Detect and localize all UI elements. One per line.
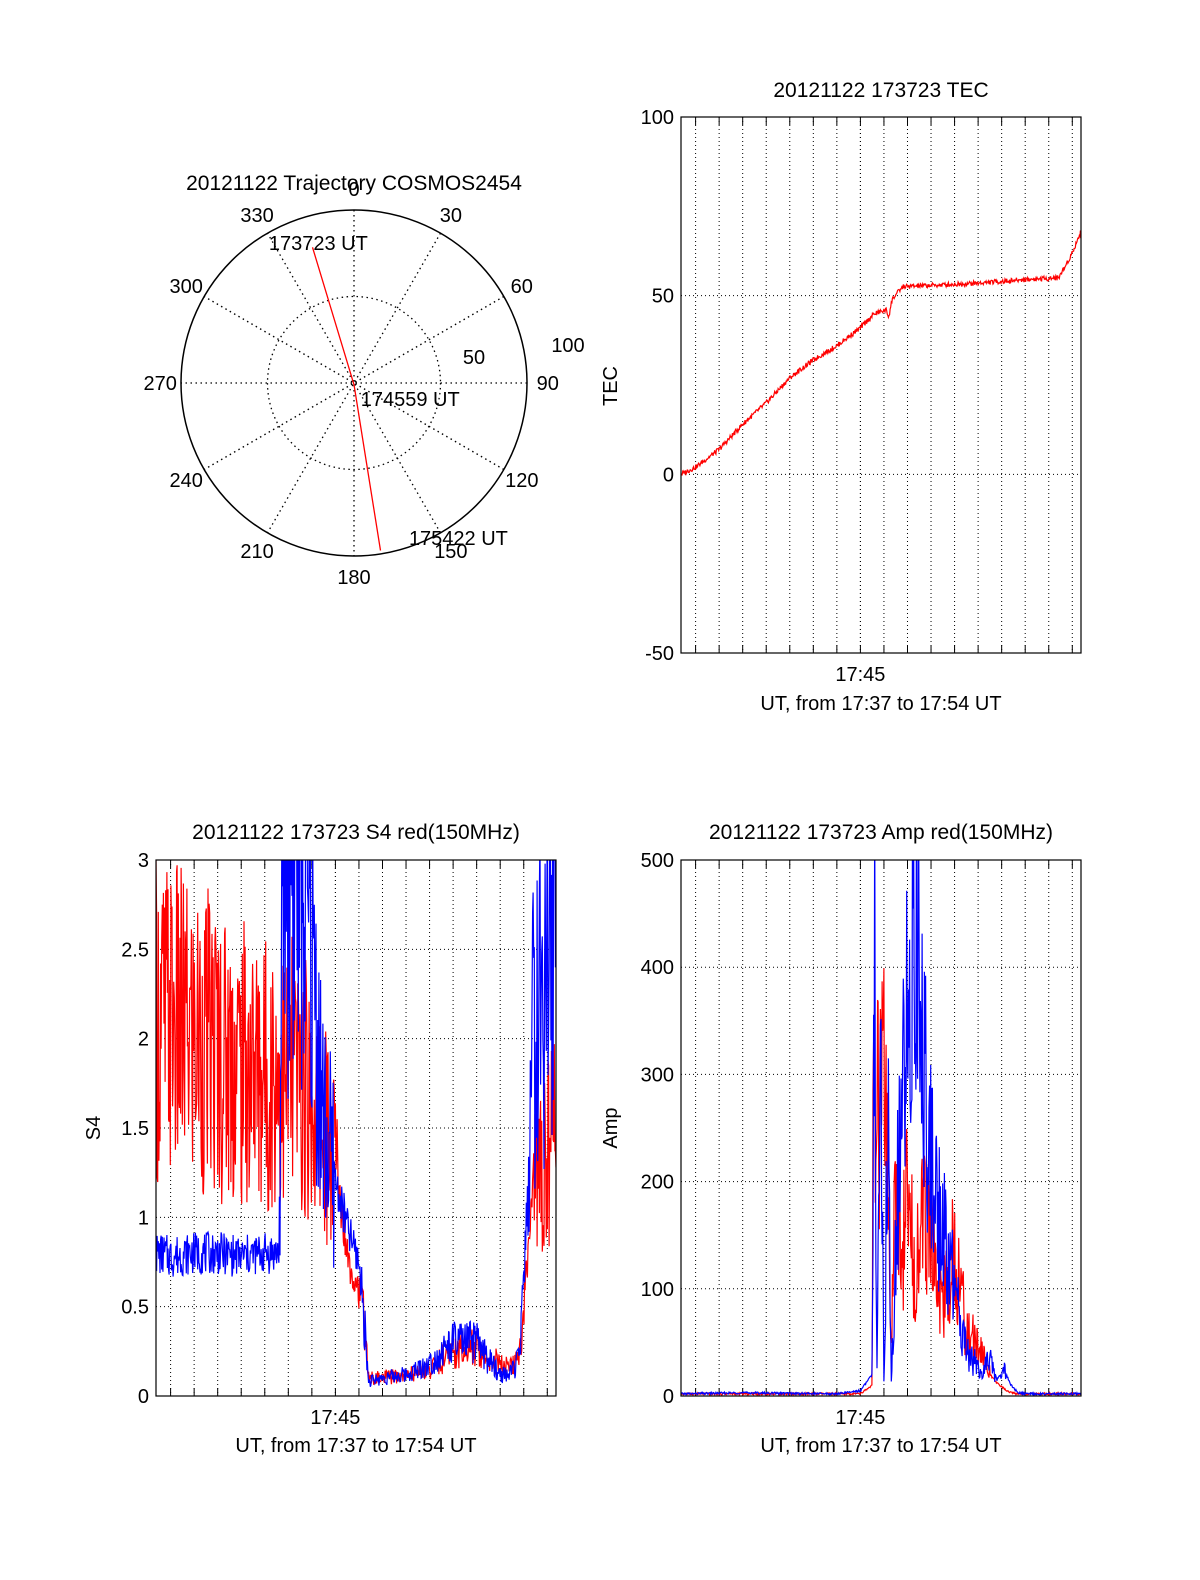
polar-labels: 0 30 60 90 120 150 180 210 240 270 300 330 50 100 (144, 179, 585, 589)
amp-y-tick-label: 400 (641, 957, 674, 979)
s4-y-tick-label: 1.5 (121, 1118, 149, 1140)
s4-plot-frame (155, 859, 557, 1397)
s4-y-tick-label: 1 (138, 1207, 149, 1229)
s4-series-red-line (156, 860, 556, 1385)
polar-angle-label: 30 (440, 205, 462, 227)
s4-chart: 20121122 173723 S4 red(150MHz) S4 UT, fr… (83, 821, 557, 1457)
tec-chart-title: 20121122 173723 TEC (773, 79, 988, 102)
polar-angle-label: 60 (511, 276, 533, 298)
amp-chart-title: 20121122 173723 Amp red(150MHz) (709, 821, 1053, 844)
amp-series-blue-line (681, 860, 1081, 1396)
tec-y-tick-label: -50 (645, 643, 674, 665)
tec-plot-frame (680, 116, 1082, 654)
tec-x-axis-label: UT, from 17:37 to 17:54 UT (760, 693, 1001, 715)
polar-angle-label: 300 (170, 276, 203, 298)
s4-y-axis-label: S4 (83, 1116, 105, 1140)
polar-angle-label: 270 (144, 373, 177, 395)
trajectory-time-label: 174559 UT (361, 389, 460, 411)
s4-y-tick-label: 2 (138, 1029, 149, 1051)
trajectory-time-label: 173723 UT (269, 233, 368, 255)
tec-y-tick-label: 0 (663, 464, 674, 486)
amp-y-tick-label: 200 (641, 1172, 674, 1194)
s4-series-blue-line (156, 860, 556, 1388)
amp-chart: 20121122 173723 Amp red(150MHz) Amp UT, … (600, 821, 1082, 1457)
polar-grid (180, 209, 528, 557)
s4-x-axis-label: UT, from 17:37 to 17:54 UT (235, 1435, 476, 1457)
polar-angle-label: 120 (505, 470, 538, 492)
amp-plot-area: 0 100 200 300 400 500 17:45 (641, 850, 1082, 1429)
s4-x-tick-label: 17:45 (310, 1407, 360, 1429)
polar-angle-label: 330 (240, 205, 273, 227)
s4-y-tick-label: 0 (138, 1386, 149, 1408)
polar-angle-label: 0 (348, 179, 359, 201)
tec-x-tick-label: 17:45 (835, 664, 885, 686)
amp-y-tick-label: 0 (663, 1386, 674, 1408)
tec-y-tick-label: 100 (641, 107, 674, 129)
amp-x-tick-label: 17:45 (835, 1407, 885, 1429)
amp-x-axis-label: UT, from 17:37 to 17:54 UT (760, 1435, 1001, 1457)
polar-angle-label: 210 (240, 541, 273, 563)
polar-angle-label: 150 (434, 541, 467, 563)
polar-radius-label: 50 (463, 347, 485, 369)
amp-y-tick-label: 100 (641, 1279, 674, 1301)
amp-y-tick-label: 500 (641, 850, 674, 872)
tec-chart: 20121122 173723 TEC TEC UT, from 17:37 t… (600, 79, 1082, 715)
trajectory-time-label: 175422 UT (409, 528, 508, 550)
polar-series (311, 247, 382, 551)
tec-y-axis-label: TEC (600, 366, 622, 406)
polar-radius-label: 100 (551, 335, 584, 357)
s4-chart-title: 20121122 173723 S4 red(150MHz) (192, 821, 520, 844)
amp-y-axis-label: Amp (600, 1107, 622, 1148)
amp-plot-frame (680, 859, 1082, 1397)
amp-y-tick-label: 300 (641, 1064, 674, 1086)
s4-y-tick-label: 2.5 (121, 939, 149, 961)
trajectory-polar-chart: 20121122 Trajectory COSMOS2454 0 30 60 90 12… (144, 172, 585, 589)
s4-y-tick-label: 0.5 (121, 1297, 149, 1319)
polar-annotations: 173723 UT 174559 UT 175422 UT (269, 233, 508, 550)
polar-angle-label: 240 (170, 470, 203, 492)
polar-angle-label: 90 (537, 373, 559, 395)
s4-plot-area: 0 0.5 1 1.5 2 2.5 3 17:45 (121, 850, 557, 1429)
tec-series-red-line (681, 230, 1081, 477)
trajectory-line (311, 247, 382, 551)
trajectory-chart-title: 20121122 Trajectory COSMOS2454 (186, 172, 522, 195)
tec-plot-area: -50 0 50 100 17:45 (641, 107, 1082, 686)
s4-y-tick-label: 3 (138, 850, 149, 872)
tec-y-tick-label: 50 (652, 286, 674, 308)
polar-angle-label: 180 (337, 567, 370, 589)
